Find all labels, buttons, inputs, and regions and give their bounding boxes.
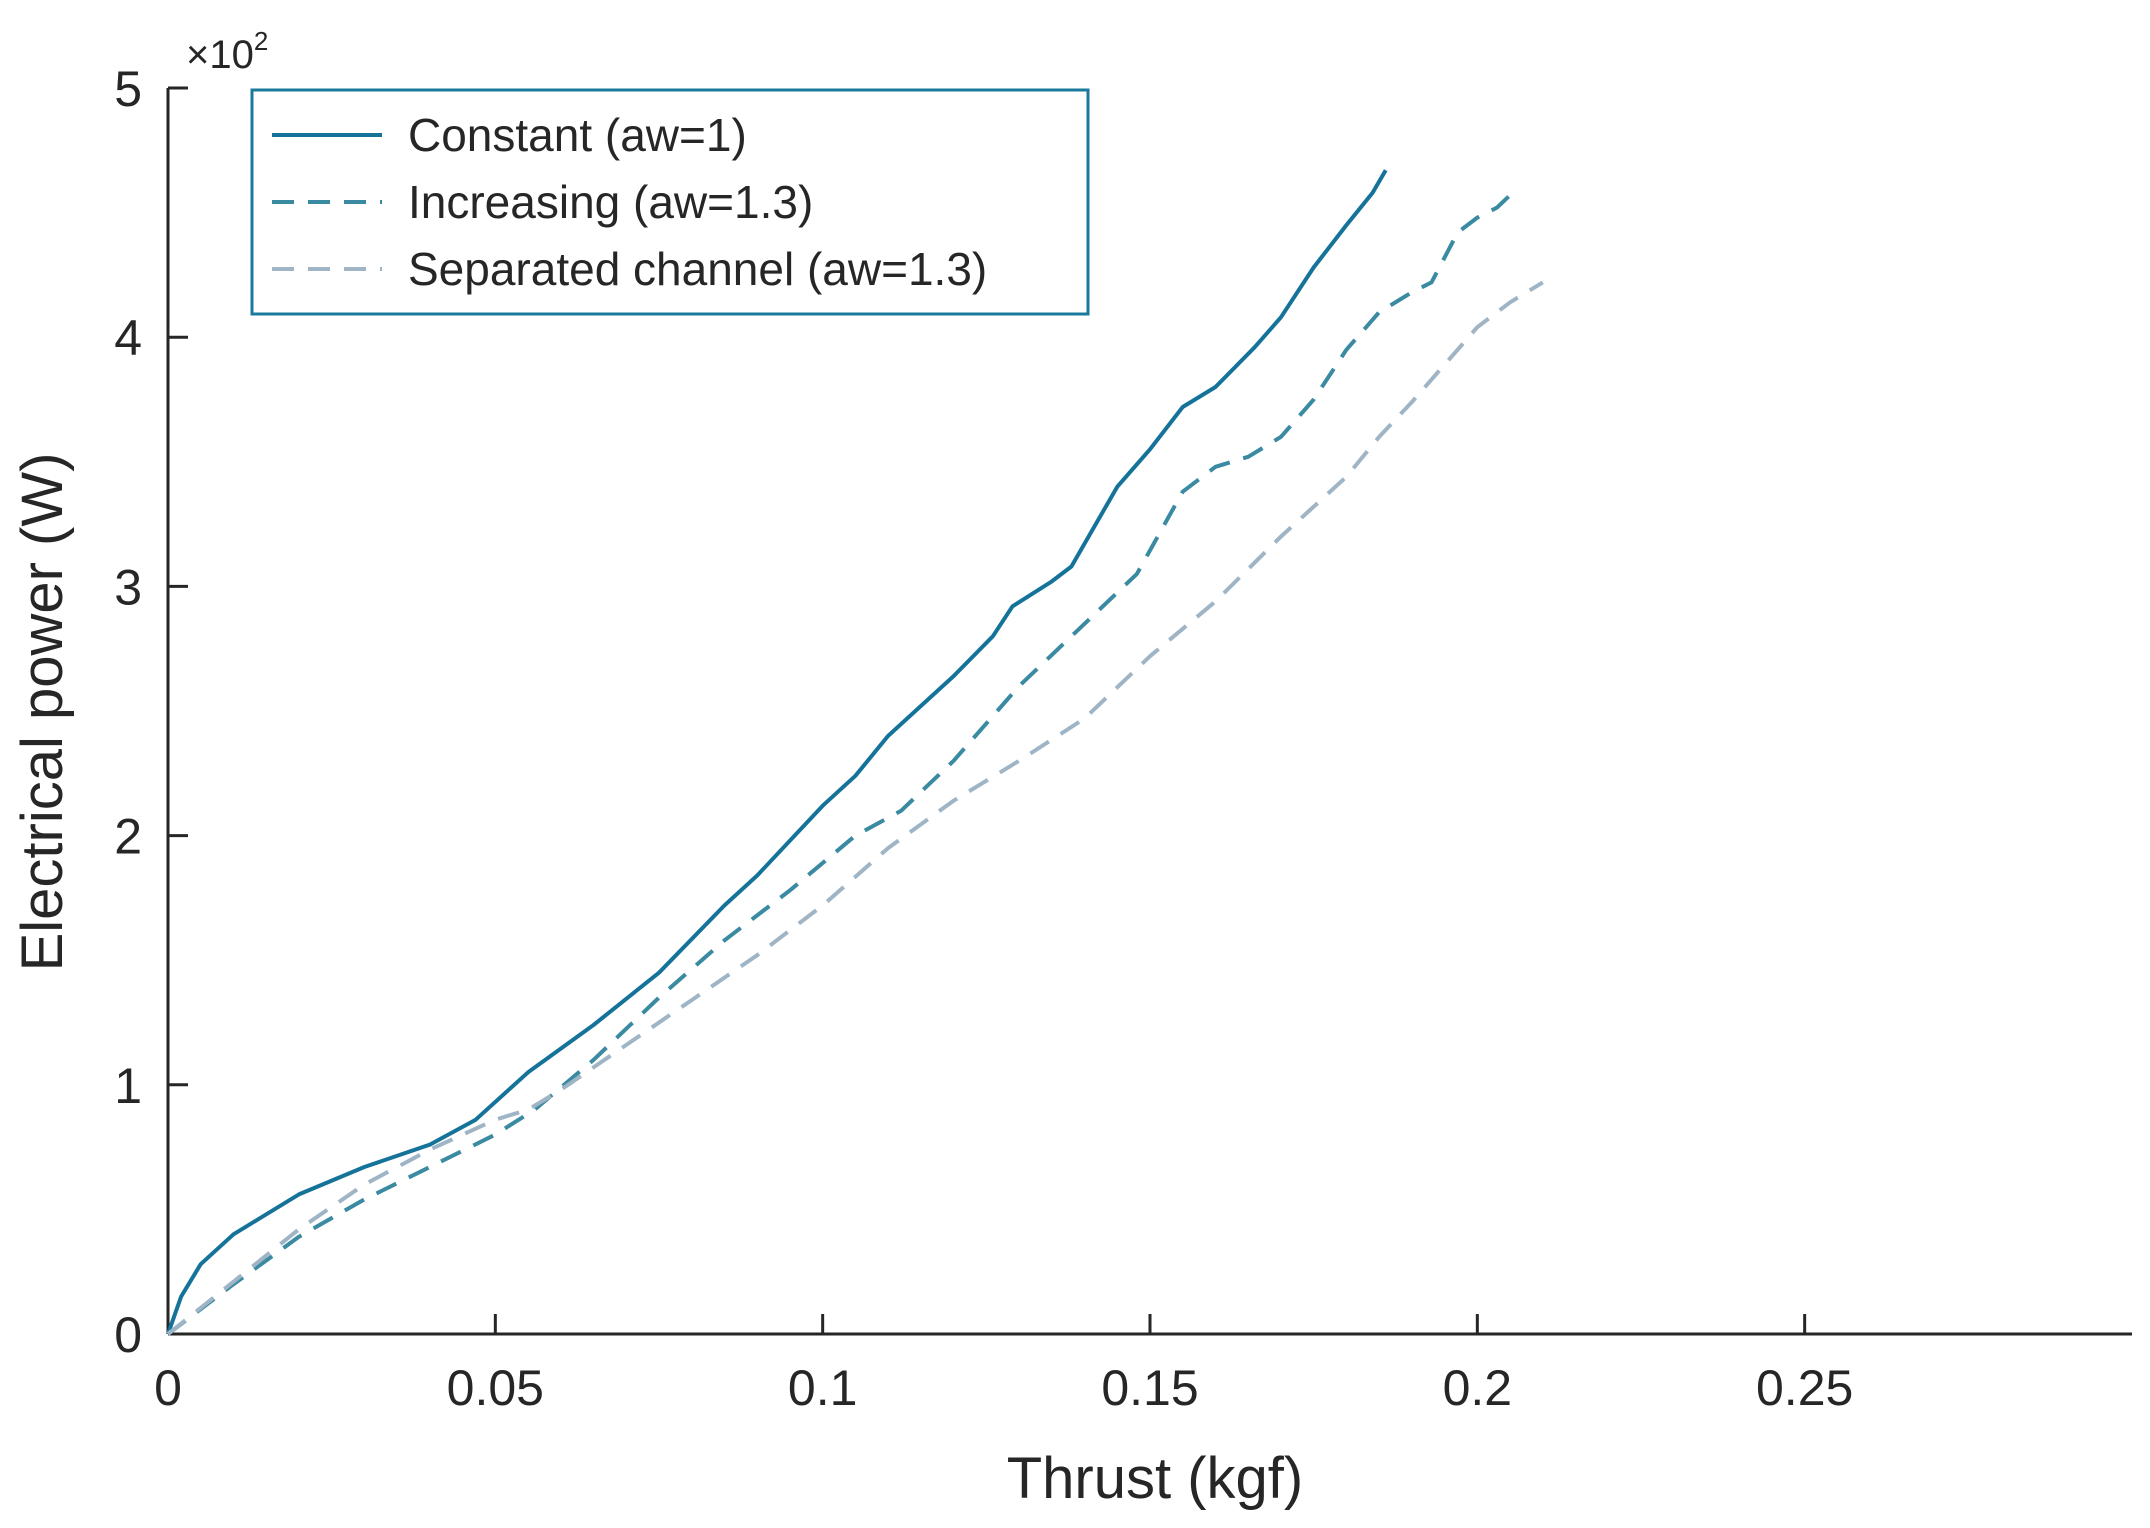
y-tick-label: 3 [114, 559, 142, 615]
y-tick-label: 0 [114, 1307, 142, 1363]
legend: Constant (aw=1) Increasing (aw=1.3) Sepa… [250, 88, 1090, 316]
series-line-constant [166, 169, 1388, 1335]
legend-label-constant: Constant (aw=1) [408, 109, 747, 161]
legend-box [250, 88, 1090, 316]
x-tick-label: 0.2 [1443, 1360, 1513, 1416]
y-axis-title: Electrical power (W) [10, 453, 75, 972]
series-group [166, 169, 1544, 1336]
series-line-separated [166, 280, 1544, 1336]
x-axis-title: Thrust (kgf) [1007, 1446, 1304, 1511]
x-tick-label: 0.05 [447, 1360, 544, 1416]
y-exponent-power: 2 [254, 26, 268, 56]
legend-label-separated: Separated channel (aw=1.3) [408, 243, 987, 295]
x-tick-label: 0.1 [788, 1360, 858, 1416]
legend-label-increasing: Increasing (aw=1.3) [408, 176, 813, 228]
x-tick-label: 0.25 [1756, 1360, 1853, 1416]
ticks-group: 0 0.05 0.1 0.15 0.2 0.25 0 1 2 3 4 5 [114, 61, 1853, 1416]
x-tick-label: 0 [154, 1360, 182, 1416]
x-tick-label: 0.15 [1101, 1360, 1198, 1416]
y-tick-label: 2 [114, 809, 142, 865]
y-tick-label: 4 [114, 310, 142, 366]
y-exponent-label: ×102 [186, 26, 268, 77]
series-line-increasing [166, 193, 1512, 1336]
y-tick-label: 5 [114, 61, 142, 117]
y-tick-label: 1 [114, 1058, 142, 1114]
